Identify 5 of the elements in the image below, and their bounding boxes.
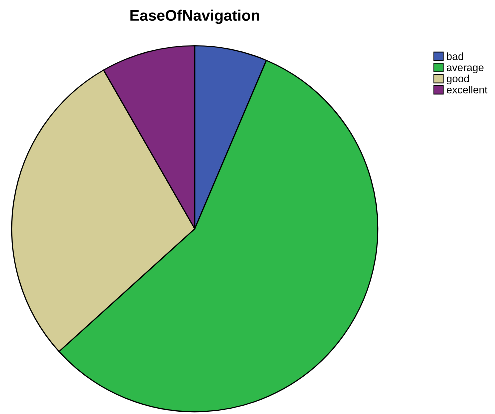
legend-label: average: [447, 66, 484, 74]
chart-title: EaseOfNavigation: [130, 10, 260, 24]
legend-label: good: [447, 74, 470, 85]
legend-label: excellent: [447, 86, 488, 94]
legend-label: bad: [447, 52, 464, 60]
